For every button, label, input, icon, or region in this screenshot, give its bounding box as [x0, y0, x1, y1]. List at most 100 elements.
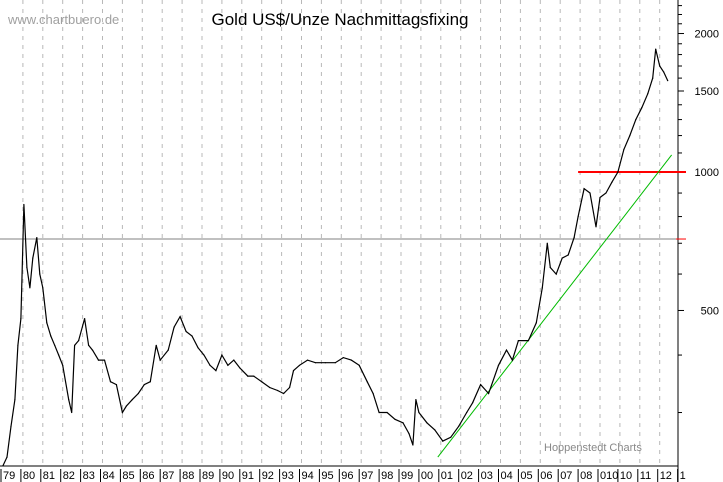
price-point — [115, 384, 118, 386]
price-point — [26, 266, 28, 269]
x-tick-label: 88 — [182, 470, 194, 482]
price-point — [6, 456, 8, 458]
price-point — [527, 340, 529, 342]
price-point — [583, 188, 585, 190]
price-point — [91, 349, 94, 351]
x-tick-label: 1 — [680, 470, 686, 482]
price-point — [549, 266, 551, 269]
x-tick-label: 92 — [262, 470, 274, 482]
x-tick-label: 08 — [580, 470, 592, 482]
price-point — [54, 344, 56, 346]
price-point — [50, 335, 52, 337]
price-point — [480, 384, 482, 386]
price-point — [137, 392, 139, 395]
x-tick-label: 11 — [640, 470, 651, 482]
price-point — [167, 349, 169, 351]
price-point — [17, 344, 19, 346]
price-point — [350, 359, 352, 361]
price-point — [442, 440, 444, 442]
x-tick-label: 06 — [540, 470, 552, 482]
watermark: www.chartbuero.de — [8, 12, 120, 27]
price-point — [617, 171, 619, 173]
price-point — [109, 381, 112, 383]
price-point — [71, 411, 73, 414]
price-point — [78, 340, 80, 342]
price-point — [511, 359, 514, 361]
price-point — [68, 399, 70, 401]
price-point — [10, 425, 12, 427]
x-tick-label: 00 — [421, 470, 433, 482]
x-tick-label: 83 — [83, 470, 95, 482]
price-point — [541, 287, 543, 289]
x-tick-label: 90 — [222, 470, 234, 482]
x-tick-label: 95 — [321, 470, 333, 482]
price-point — [386, 411, 388, 414]
x-tick-label: 86 — [142, 470, 154, 482]
x-tick-label: 010 — [600, 470, 618, 482]
price-point — [103, 359, 106, 361]
price-point — [546, 242, 548, 244]
price-point — [173, 326, 175, 328]
price-point — [215, 370, 217, 372]
price-point — [426, 422, 428, 424]
price-point — [458, 425, 460, 427]
price-point — [567, 254, 569, 256]
price-point — [292, 370, 295, 372]
price-point — [121, 411, 123, 414]
price-point — [418, 411, 420, 414]
price-point — [402, 422, 404, 424]
price-point — [87, 344, 90, 346]
x-tick-label: 97 — [361, 470, 373, 482]
price-point — [14, 399, 16, 401]
price-point — [372, 392, 374, 395]
price-point — [595, 226, 597, 228]
price-point — [394, 418, 396, 420]
price-point — [209, 364, 211, 366]
price-point — [288, 386, 291, 389]
price-point — [282, 392, 285, 395]
x-tick-label: 84 — [103, 470, 115, 482]
x-tick-label: 89 — [202, 470, 214, 482]
price-point — [197, 347, 199, 349]
x-tick-label: 03 — [481, 470, 493, 482]
source-label: Hoppenstedt Charts — [544, 442, 642, 454]
price-point — [277, 389, 279, 392]
x-tick-label: 80 — [23, 470, 35, 482]
price-point — [36, 237, 38, 239]
price-point — [298, 364, 301, 366]
price-point — [191, 335, 193, 337]
price-point — [239, 367, 241, 369]
price-point — [58, 354, 60, 356]
price-point — [535, 322, 537, 324]
x-tick-label: 07 — [560, 470, 572, 482]
price-point — [125, 405, 127, 407]
price-point — [42, 287, 44, 289]
price-point — [573, 237, 575, 239]
price-point — [497, 364, 500, 366]
price-point — [253, 375, 255, 377]
x-tick-label: 91 — [242, 470, 254, 482]
price-point — [155, 344, 157, 346]
price-point — [179, 315, 181, 318]
price-point — [32, 257, 34, 259]
x-tick-label: 04 — [501, 470, 513, 482]
price-point — [466, 411, 468, 414]
price-point — [605, 192, 607, 194]
price-point — [149, 381, 151, 383]
price-point — [663, 71, 665, 73]
price-point — [667, 80, 669, 82]
price-point — [415, 399, 417, 401]
price-point — [143, 384, 145, 386]
price-point — [505, 349, 508, 351]
x-tick-label: 10 — [620, 470, 632, 482]
price-point — [577, 215, 579, 218]
x-tick-label: 81 — [43, 470, 55, 482]
price-line — [2, 48, 669, 466]
x-tick-label: 96 — [341, 470, 353, 482]
trend-line — [437, 154, 673, 458]
x-tick-label: 12 — [660, 470, 672, 482]
price-point — [555, 273, 557, 275]
price-point — [269, 386, 271, 389]
price-point — [261, 381, 263, 383]
